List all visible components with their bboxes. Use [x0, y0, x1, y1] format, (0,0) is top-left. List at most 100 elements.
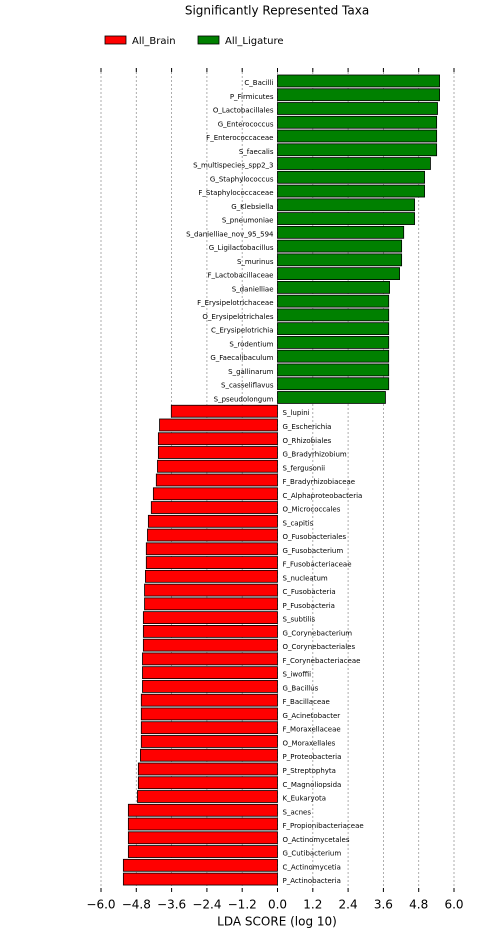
category-label: S_capitis: [283, 519, 314, 527]
bar: [140, 735, 278, 748]
x-tick-label: 2.4: [339, 898, 358, 912]
bar: [142, 652, 278, 666]
category-label: F_Lactobacillaceae: [207, 272, 273, 280]
bar: [150, 501, 278, 514]
bar: [142, 625, 278, 638]
category-label: O_Corynebacteriales: [283, 643, 356, 651]
category-label: F_Erysipelotrichaceae: [197, 299, 273, 307]
category-label: S_multispecies_spp2_3: [193, 162, 273, 170]
category-label: G_Cutibacterium: [283, 850, 342, 858]
category-label: S_faecalis: [239, 148, 274, 156]
category-label: G_Ligilactobacillus: [209, 244, 274, 252]
x-tick-label: 6.0: [444, 898, 463, 912]
bar: [277, 308, 390, 322]
category-label: C_Erysipelotrichia: [211, 327, 274, 335]
x-axis-label: LDA SCORE (log 10): [217, 915, 337, 929]
bar: [152, 487, 278, 501]
category-label: C_Alphaproteobacteria: [283, 492, 363, 500]
bar: [127, 803, 278, 817]
bar: [277, 349, 390, 363]
x-tick-label: 1.2: [303, 898, 322, 912]
bar: [277, 102, 438, 115]
category-label: O_Lactobacillales: [213, 107, 274, 115]
bar: [277, 170, 425, 184]
category-label: C_Actinomycetia: [283, 863, 341, 871]
category-label: F_Enterococcaceae: [206, 134, 273, 142]
legend-swatch: [104, 35, 127, 45]
category-label: O_Erysipelotrichales: [202, 313, 273, 321]
bar: [277, 129, 438, 143]
category-label: P_Firmicutes: [230, 93, 274, 101]
bar: [144, 583, 278, 597]
category-label: C_Fusobacteria: [283, 588, 336, 596]
category-label: C_Bacilli: [244, 79, 273, 87]
legend-label: All_Ligature: [225, 36, 284, 47]
bar: [277, 74, 440, 88]
category-label: S_danielliae: [232, 285, 274, 293]
bar: [137, 762, 278, 776]
chart-title: Significantly Represented Taxa: [185, 4, 369, 18]
category-label: S_danielliae_nov_95_594: [186, 230, 274, 238]
bar: [122, 872, 278, 886]
bar: [157, 446, 278, 459]
category-label: F_Bacillaceae: [283, 698, 330, 706]
category-label: F_Corynebacteriaceae: [283, 657, 361, 665]
bar: [140, 748, 278, 762]
bar: [277, 336, 390, 349]
category-label: F_Staphylococcaceae: [198, 189, 273, 197]
category-label: P_Proteobacteria: [283, 753, 342, 761]
category-label: G_Bacillus: [283, 684, 319, 692]
x-tick-label: −1.2: [228, 898, 257, 912]
category-label: P_Fusobacteria: [283, 602, 335, 610]
category-label: S_gallinarum: [228, 368, 274, 376]
category-label: S_fergusonii: [283, 464, 326, 472]
bar: [137, 790, 278, 803]
category-label: O_Fusobacteriales: [283, 533, 347, 541]
x-tick-label: 3.6: [374, 898, 393, 912]
category-label: S_pneumoniae: [222, 217, 274, 225]
bar: [277, 88, 440, 102]
category-label: G_Faecalibaculum: [210, 354, 273, 362]
category-label: S_subtilis: [283, 616, 316, 624]
category-label: S_lupini: [283, 409, 310, 417]
bar: [137, 776, 278, 790]
bar: [277, 198, 415, 212]
bar: [277, 115, 438, 129]
bar: [140, 707, 278, 721]
category-label: G_Staphylococcus: [210, 175, 274, 183]
category-label: P_Actinobacteria: [283, 877, 341, 885]
category-label: S_pseudolongum: [214, 395, 274, 403]
legend-swatch: [197, 35, 220, 45]
category-label: S_iwoffii: [283, 671, 312, 679]
bar: [144, 597, 278, 611]
bar: [145, 556, 278, 569]
bar: [277, 239, 403, 253]
x-tick-label: −4.8: [122, 898, 151, 912]
legend-label: All_Brain: [132, 36, 176, 47]
bar: [142, 611, 278, 625]
bar: [127, 845, 278, 858]
bar: [155, 473, 278, 487]
bar: [142, 680, 278, 693]
category-label: G_Escherichia: [283, 423, 332, 431]
bar: [277, 212, 415, 225]
bar: [277, 184, 425, 198]
x-tick-label: 4.8: [409, 898, 428, 912]
category-label: S_acnes: [283, 808, 312, 816]
category-label: F_Propionibacteriaceae: [283, 822, 364, 830]
category-label: C_Magnoliopsida: [283, 781, 342, 789]
bar: [170, 404, 278, 418]
bar: [147, 514, 278, 528]
bar: [122, 858, 278, 872]
bar: [277, 280, 390, 294]
category-label: F_Moraxellaceae: [283, 726, 341, 734]
category-label: G_Bradyrhizobium: [283, 451, 347, 459]
x-tick-label: 0.0: [268, 898, 287, 912]
category-label: S_murinus: [237, 258, 274, 266]
bar: [140, 693, 278, 707]
bar: [140, 721, 278, 735]
x-tick-label: −6.0: [86, 898, 115, 912]
bar: [127, 817, 278, 831]
